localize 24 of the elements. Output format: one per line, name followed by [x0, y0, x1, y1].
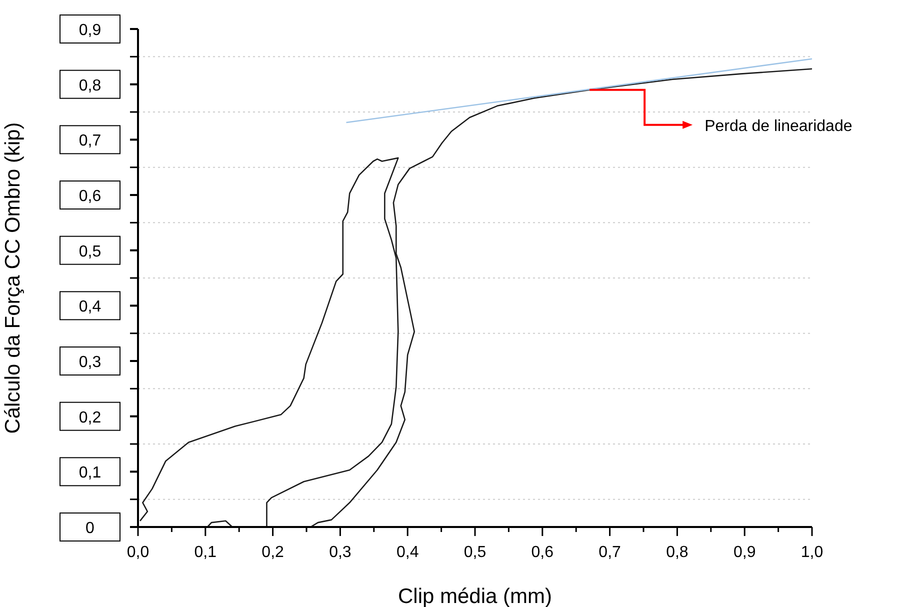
y-tick-label: 0,5	[78, 243, 102, 260]
x-tick-label: 0,0	[126, 544, 150, 561]
y-tick-label: 0,1	[78, 464, 102, 482]
y-tick-label: 0,6	[78, 188, 102, 205]
x-tick-label: 0,5	[464, 544, 486, 561]
y-tick-label: 0,9	[78, 22, 102, 39]
x-tick-label: 0,1	[194, 544, 217, 561]
y-tick-label: 0,3	[78, 354, 102, 371]
x-tick-label: 0,6	[531, 544, 554, 561]
x-tick-label: 0,4	[396, 544, 419, 561]
x-axis-title: Clip média (mm)	[398, 585, 552, 607]
annotation: Perda de linearidade	[704, 118, 852, 135]
y-tick-label: 0,7	[78, 132, 102, 150]
y-tick-label: 0,2	[78, 409, 102, 426]
y-axis-title: Cálculo da Força CC Ombro (kip)	[1, 122, 24, 434]
y-tick-label: 0,8	[78, 77, 102, 94]
x-tick-label: 0,2	[262, 544, 284, 561]
x-tick-label: 0,9	[733, 544, 756, 561]
y-tick-label: 0,4	[78, 298, 102, 316]
y-tick-label: 0	[86, 520, 95, 537]
x-tick-label: 1,0	[800, 544, 824, 561]
x-tick-label: 0,3	[329, 544, 352, 561]
x-tick-label: 0,7	[598, 544, 622, 561]
x-tick-label: 0,8	[666, 544, 688, 561]
